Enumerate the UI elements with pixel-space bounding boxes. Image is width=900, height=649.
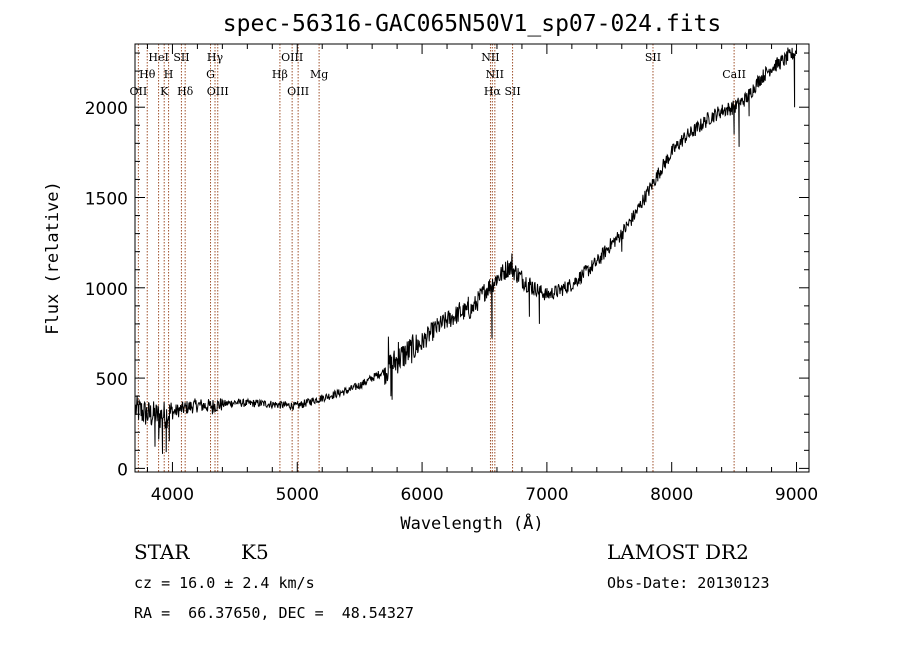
line-label-2: HeI — [148, 51, 168, 64]
line-label-16: Hα — [484, 85, 502, 98]
line-label-15: NII — [486, 68, 504, 81]
y-tick-label: 0 — [117, 460, 128, 480]
line-label-6: Hδ — [177, 85, 194, 98]
line-marker-labels: OIIHθHeIKHSIIHδHγGOIIIOIIIHβOIIIMgNIINII… — [130, 51, 746, 98]
y-tick-label: 1500 — [85, 190, 128, 210]
x-tick-label: 6000 — [400, 485, 443, 505]
object-class: STAR — [134, 540, 190, 564]
line-label-17: SII — [504, 85, 520, 98]
coordinates: RA = 66.37650, DEC = 48.54327 — [134, 604, 414, 622]
x-tick-label: 7000 — [525, 485, 568, 505]
y-tick-label: 2000 — [85, 99, 128, 119]
line-label-7: Hγ — [207, 51, 224, 64]
line-label-1: Hθ — [139, 68, 156, 81]
plot-frame — [134, 43, 810, 473]
axis-ticks — [135, 44, 809, 472]
line-markers — [137, 44, 735, 472]
redshift-cz: cz = 16.0 ± 2.4 km/s — [134, 574, 315, 592]
axis-tick-labels: 4000 5000 6000 7000 8000 9000 0 500 1000 1500 2000 — [85, 99, 818, 505]
obs-date: Obs-Date: 20130123 — [607, 574, 770, 592]
x-axis-label: Wavelength (Å) — [400, 512, 543, 534]
line-label-5: SII — [173, 51, 189, 64]
x-tick-label: 5000 — [276, 485, 319, 505]
x-tick-label: 9000 — [775, 485, 818, 505]
line-label-0: OII — [130, 85, 148, 98]
line-label-10: OIII — [281, 51, 303, 64]
line-label-18: SII — [645, 51, 661, 64]
y-tick-label: 500 — [96, 370, 128, 390]
chart-title: spec-56316-GAC065N50V1_sp07-024.fits — [223, 11, 722, 37]
line-label-9: OIII — [207, 85, 229, 98]
line-label-19: CaII — [722, 68, 746, 81]
line-label-13: Mg — [310, 68, 328, 81]
line-label-3: K — [160, 85, 169, 98]
object-subclass: K5 — [241, 540, 269, 564]
line-label-12: OIII — [287, 85, 309, 98]
spectrum-line — [135, 47, 797, 454]
line-label-4: H — [164, 68, 174, 81]
x-tick-label: 8000 — [650, 485, 693, 505]
y-axis-label: Flux (relative) — [43, 181, 63, 335]
line-label-8: G — [206, 68, 215, 81]
x-tick-label: 4000 — [151, 485, 194, 505]
line-label-14: NII — [481, 51, 499, 64]
survey-name: LAMOST DR2 — [607, 540, 749, 564]
line-label-11: Hβ — [272, 68, 288, 81]
y-tick-label: 1000 — [85, 280, 128, 300]
